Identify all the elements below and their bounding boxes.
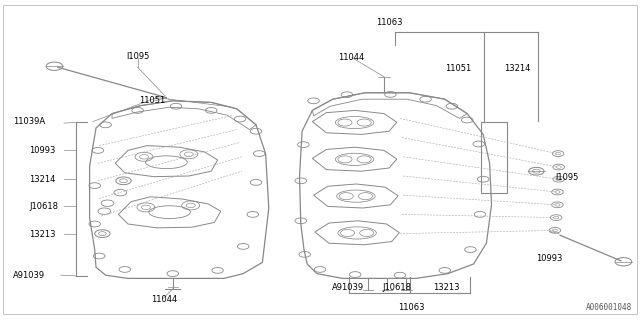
Text: 11063: 11063 (376, 18, 402, 27)
Text: l1095: l1095 (556, 173, 579, 182)
Text: A006001048: A006001048 (586, 303, 632, 312)
Text: A91039: A91039 (332, 283, 364, 292)
Text: l1095: l1095 (127, 52, 150, 60)
Text: 11044: 11044 (151, 295, 177, 304)
Text: 13214: 13214 (29, 175, 56, 184)
Text: 11044: 11044 (338, 53, 364, 62)
Text: 11051: 11051 (445, 64, 471, 73)
Text: 13213: 13213 (433, 283, 459, 292)
Text: 11039A: 11039A (13, 117, 45, 126)
Bar (481, 122, 507, 193)
Text: 13214: 13214 (504, 64, 531, 73)
Text: J10618: J10618 (382, 283, 411, 292)
Text: 11063: 11063 (398, 303, 424, 312)
Text: 10993: 10993 (29, 146, 56, 155)
Text: 11051: 11051 (140, 96, 166, 105)
Text: 10993: 10993 (536, 254, 563, 263)
Text: J10618: J10618 (29, 202, 58, 211)
Text: A91039: A91039 (13, 271, 45, 280)
Text: 13213: 13213 (29, 230, 56, 239)
